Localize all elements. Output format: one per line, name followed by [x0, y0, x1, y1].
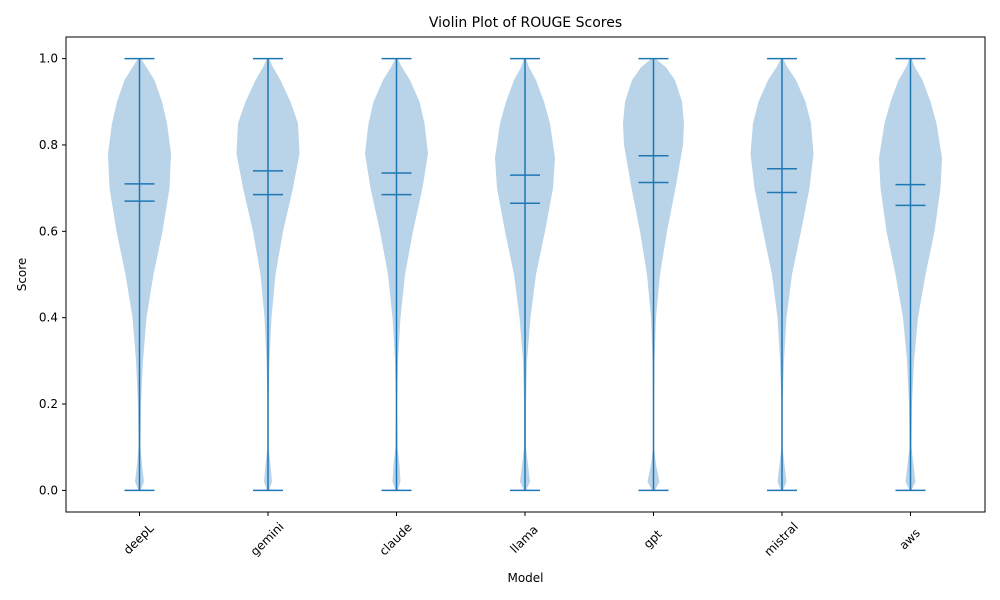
y-axis-label: Score [15, 258, 29, 292]
violin-llama [495, 57, 555, 492]
y-tick-label-0.0: 0.0 [39, 483, 58, 497]
violin-claude [365, 57, 428, 492]
violin-deepL [108, 57, 171, 492]
y-tick-label-1.0: 1.0 [39, 52, 58, 66]
y-tick-label-0.8: 0.8 [39, 138, 58, 152]
x-axis-label: Model [507, 571, 543, 585]
plot-area [108, 57, 942, 492]
y-tick-label-0.6: 0.6 [39, 224, 58, 238]
violin-mistral [750, 57, 814, 492]
violin-gemini [236, 57, 300, 492]
violin-aws [879, 57, 942, 492]
violin-gpt [623, 57, 684, 492]
chart-title: Violin Plot of ROUGE Scores [429, 15, 622, 31]
y-tick-label-0.4: 0.4 [39, 311, 58, 325]
y-tick-label-0.2: 0.2 [39, 397, 58, 411]
